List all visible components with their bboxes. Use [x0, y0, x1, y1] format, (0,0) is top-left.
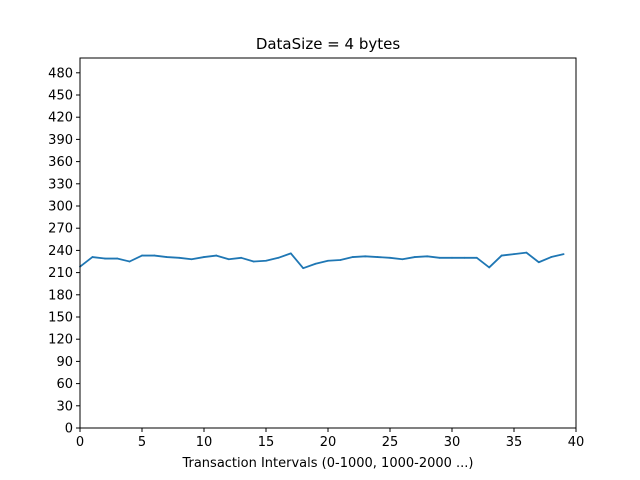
y-tick-label: 330	[48, 177, 73, 192]
data-point	[153, 254, 156, 257]
x-tick-label: 25	[382, 435, 399, 450]
x-axis-label: Transaction Intervals (0-1000, 1000-2000…	[181, 456, 473, 471]
y-tick-label: 120	[48, 333, 73, 348]
data-point	[376, 256, 379, 258]
data-point	[488, 266, 491, 269]
data-point	[351, 256, 354, 258]
x-tick-label: 10	[196, 435, 213, 450]
data-point	[203, 256, 205, 258]
data-point	[413, 256, 416, 258]
series-line	[79, 251, 564, 270]
x-tick-label: 5	[138, 435, 146, 450]
y-tick-label: 300	[48, 200, 73, 215]
y-tick-label: 390	[48, 133, 73, 148]
chart-title: DataSize = 4 bytes	[256, 35, 401, 53]
data-point	[513, 253, 515, 256]
y-axis: 0 30 60 90 120 150 180 210 240 270 300 330 360 390 420…	[48, 66, 80, 437]
data-point	[227, 258, 230, 261]
data-point	[537, 261, 540, 264]
data-point	[339, 259, 342, 261]
data-point	[451, 256, 453, 259]
data-point	[265, 259, 267, 262]
data-point	[252, 260, 255, 263]
data-point	[103, 257, 106, 260]
y-tick-label: 270	[48, 222, 73, 237]
data-point	[438, 256, 441, 259]
data-point	[190, 258, 193, 261]
x-tick-label: 30	[444, 435, 461, 450]
data-point	[302, 267, 305, 270]
data-point	[327, 259, 329, 262]
data-point	[277, 256, 280, 259]
data-point	[215, 254, 218, 257]
data-point	[116, 257, 119, 260]
data-point	[562, 253, 565, 256]
y-tick-label: 90	[56, 355, 73, 370]
data-point	[240, 256, 243, 259]
data-point	[500, 254, 503, 257]
y-tick-label: 480	[48, 66, 73, 81]
data-point	[426, 255, 429, 258]
x-tick-label: 0	[76, 435, 84, 450]
x-axis: 0 5 10 15 20 25 30 35 40	[76, 428, 584, 450]
y-tick-label: 360	[48, 155, 73, 170]
y-tick-label: 60	[56, 377, 73, 392]
data-point	[475, 256, 478, 259]
x-tick-label: 35	[506, 435, 523, 450]
plot-frame	[79, 57, 577, 429]
data-point	[314, 262, 317, 265]
data-point	[463, 256, 466, 259]
data-point	[289, 252, 292, 255]
data-point	[525, 251, 528, 254]
data-point	[364, 255, 367, 258]
y-tick-label: 450	[48, 89, 73, 104]
data-point	[91, 256, 94, 258]
y-tick-label: 150	[48, 311, 73, 326]
y-tick-label: 180	[48, 288, 73, 303]
y-tick-label: 30	[56, 399, 73, 414]
data-point	[401, 258, 404, 261]
x-tick-label: 15	[258, 435, 275, 450]
y-tick-label: 0	[65, 422, 73, 437]
data-point	[550, 256, 553, 258]
data-point	[141, 254, 143, 257]
y-tick-label: 420	[48, 111, 73, 126]
y-tick-label: 210	[48, 266, 73, 281]
data-point	[178, 256, 181, 259]
plot-area	[79, 251, 565, 270]
data-point	[389, 256, 391, 259]
x-tick-label: 20	[320, 435, 337, 450]
data-point	[128, 260, 131, 263]
x-tick-label: 40	[568, 435, 585, 450]
y-tick-label: 240	[48, 244, 73, 259]
data-point	[165, 256, 168, 258]
